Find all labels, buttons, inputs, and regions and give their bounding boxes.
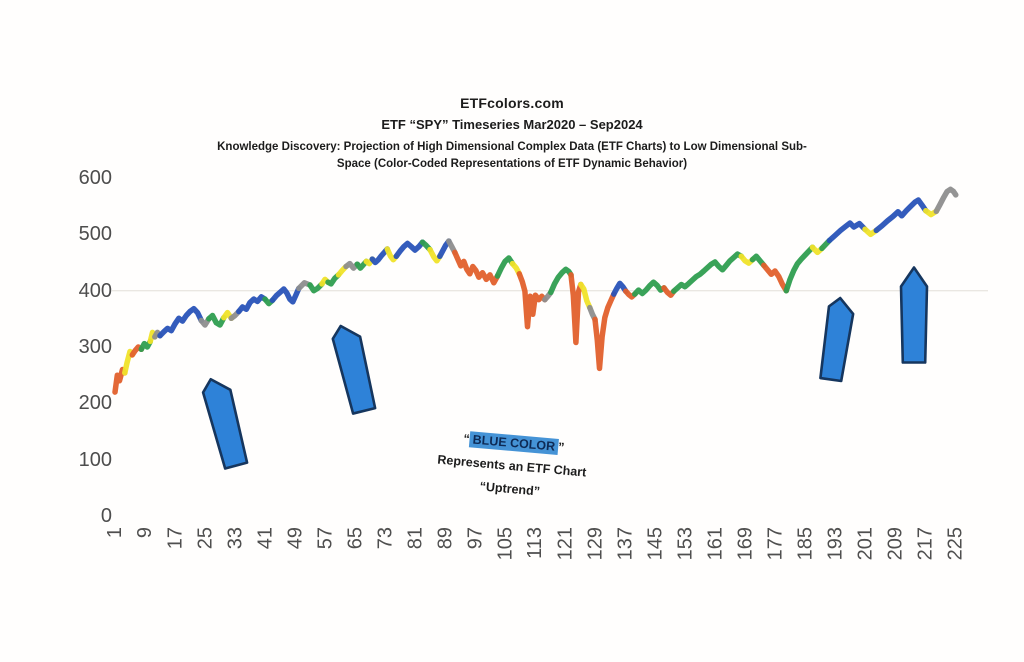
x-axis-tick-label-49: 49: [284, 527, 306, 550]
x-axis-tick-label-185: 185: [794, 527, 816, 561]
site-title: ETFcolors.com: [460, 95, 564, 111]
uptrend-arrow-3: [819, 296, 855, 383]
spy-line-segment-green: [671, 251, 745, 294]
x-axis-tick-label-97: 97: [464, 527, 486, 550]
spy-line-segment-green: [206, 312, 227, 328]
x-axis-tick-label-41: 41: [254, 527, 276, 550]
chart-title: ETF “SPY” Timeseries Mar2020 – Sep2024: [381, 117, 643, 132]
spy-line-segment-orange: [592, 291, 617, 372]
x-axis-tick-label-177: 177: [764, 527, 786, 561]
x-axis-tick-label-153: 153: [674, 527, 696, 561]
y-axis-tick-label-0: 0: [100, 505, 112, 527]
uptrend-arrow-1: [201, 377, 249, 470]
spy-line-segment-green: [138, 338, 154, 353]
spy-line-segment-green: [632, 279, 667, 297]
y-axis-tick-label-100: 100: [78, 448, 112, 471]
y-axis-tick-label-300: 300: [78, 336, 112, 358]
x-axis-tick-label-145: 145: [644, 527, 666, 561]
spy-line-segment-orange: [452, 249, 501, 286]
spy-line-segment-orange: [516, 271, 548, 330]
x-axis-tick-label-121: 121: [554, 527, 576, 561]
chart-description-line1: Knowledge Discovery: Projection of High …: [217, 141, 807, 153]
x-axis-tick-label-25: 25: [194, 527, 216, 550]
uptrend-arrow-2: [331, 324, 377, 415]
x-axis-tick-label-193: 193: [824, 527, 846, 561]
x-axis-tick-label-201: 201: [854, 527, 876, 561]
x-axis-tick-label-65: 65: [344, 527, 366, 550]
spy-line-segment-blue: [157, 305, 205, 339]
x-axis-tick-label-81: 81: [404, 527, 426, 550]
y-axis-tick-label-400: 400: [78, 279, 112, 302]
spy-line-segment-orange: [761, 262, 790, 294]
spy-line-segment-green: [307, 281, 325, 294]
y-axis-tick-label-600: 600: [78, 167, 112, 190]
spy-line-segment-green: [494, 255, 516, 279]
x-axis-tick-label-105: 105: [494, 527, 516, 561]
x-axis-tick-label-57: 57: [314, 527, 336, 550]
spy-line-segment-blue: [269, 285, 302, 305]
x-axis-tick-label-217: 217: [914, 527, 936, 561]
spy-line-segment-orange: [568, 272, 584, 346]
x-axis-tick-label-225: 225: [944, 527, 966, 561]
x-axis-tick-label-1: 1: [104, 527, 126, 539]
uptrend-arrow-4: [899, 266, 929, 364]
x-axis-tick-label-129: 129: [584, 527, 606, 561]
x-axis-tick-label-89: 89: [434, 527, 456, 550]
y-axis-tick-label-200: 200: [78, 392, 112, 415]
spy-line-segment-blue: [236, 294, 268, 315]
spy-line-segment-green: [548, 266, 574, 296]
x-axis-tick-label-161: 161: [704, 527, 726, 561]
spy-line-segment-blue: [369, 246, 391, 266]
spy-line-segment-yellow: [578, 281, 593, 311]
x-axis-tick-label-17: 17: [164, 527, 186, 550]
spy-line-segment-blue: [826, 220, 868, 244]
x-axis-tick-label-209: 209: [884, 527, 906, 561]
spy-line-segment-blue: [393, 239, 426, 260]
x-axis-tick-label-73: 73: [374, 527, 396, 550]
spy-line-segment-green: [783, 244, 816, 294]
x-axis-tick-label-9: 9: [134, 527, 156, 539]
close-quote: ”: [557, 439, 565, 455]
spy-line-segment-green: [749, 253, 767, 269]
y-axis-tick-label-500: 500: [78, 223, 112, 246]
spy-line-segment-gray: [933, 186, 959, 215]
x-axis-tick-label-137: 137: [614, 527, 636, 561]
chart-description-line2: Space (Color-Coded Representations of ET…: [336, 158, 688, 170]
x-axis-tick-label-33: 33: [224, 527, 246, 550]
x-axis-tick-label-169: 169: [734, 527, 756, 561]
spy-line-segment-blue: [873, 197, 929, 234]
x-axis-tick-label-113: 113: [524, 527, 546, 559]
spy-line-segment-blue: [611, 280, 629, 297]
annotation-line3: “Uptrend”: [479, 479, 541, 499]
